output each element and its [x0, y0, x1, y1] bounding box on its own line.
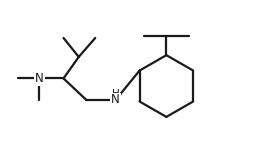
Text: N: N: [111, 94, 120, 106]
Text: H: H: [112, 89, 119, 99]
Text: N: N: [35, 72, 44, 85]
